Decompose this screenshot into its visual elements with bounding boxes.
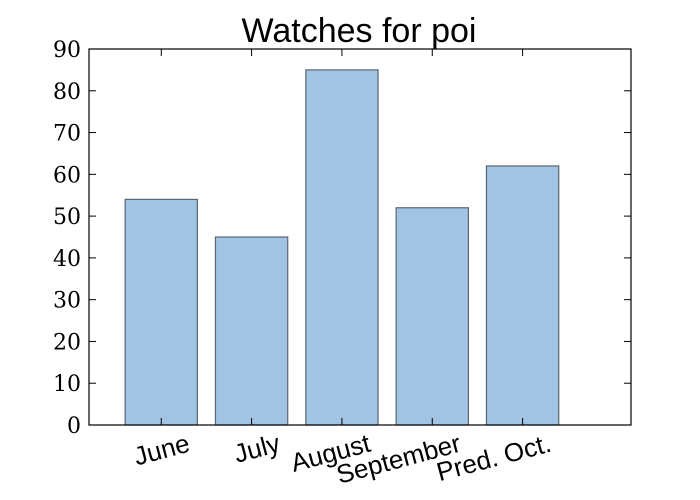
y-tick-label: 10 [53,372,81,397]
bar-july [214,236,289,426]
bar-june [124,198,199,426]
y-tick-label: 0 [67,414,81,439]
y-tick-label: 30 [53,289,81,314]
chart-title: Watches for poi [242,12,477,50]
bars-layer [124,69,560,426]
y-tick-label: 90 [53,38,81,63]
y-tick-label: 60 [53,163,81,188]
y-tick-label: 50 [53,205,81,230]
bar-september [395,207,470,426]
y-tick-label: 80 [53,80,81,105]
y-tick-label: 20 [53,330,81,355]
y-axis-ticks: 0 10 20 30 40 50 60 70 80 90 [53,38,631,439]
plot-frame [88,48,632,426]
bar-pred-oct [485,165,560,426]
y-tick-label: 70 [53,122,81,147]
bar-august [305,69,379,426]
y-tick-label: 40 [53,247,81,272]
